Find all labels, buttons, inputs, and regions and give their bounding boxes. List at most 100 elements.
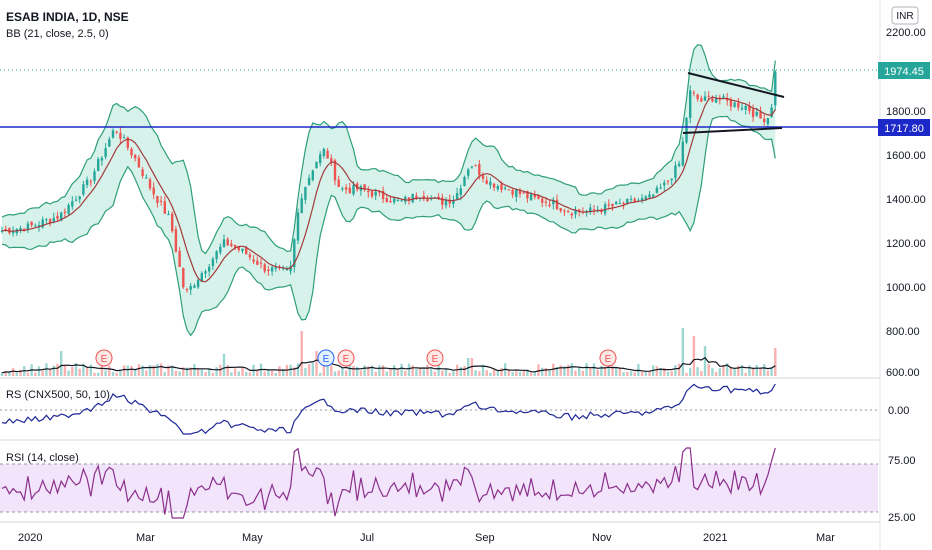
candle-body	[344, 187, 348, 190]
trendline-lower[interactable]	[682, 127, 783, 134]
volume-bar	[703, 346, 707, 376]
candle-body	[63, 211, 67, 213]
candle-body	[740, 107, 744, 110]
candle-body	[41, 219, 44, 228]
indicator-bb-label: BB (21, close, 2.5, 0)	[6, 28, 109, 40]
last-price-tag: 1974.45	[878, 62, 930, 79]
volume-bar	[89, 364, 92, 376]
candle-body	[526, 191, 529, 199]
candle-body	[97, 159, 100, 171]
candle-body	[611, 203, 614, 207]
volume-bar	[570, 363, 573, 376]
volume-bar	[208, 368, 211, 376]
candle-body	[307, 177, 311, 186]
volume-bar	[633, 372, 636, 376]
volume-bar	[326, 363, 329, 376]
volume-bar	[19, 369, 22, 376]
candle-body	[296, 212, 300, 241]
candle-body	[0, 230, 4, 232]
candle-body	[763, 118, 766, 122]
volume-bar	[578, 366, 581, 376]
currency-badge[interactable]: INR	[891, 6, 919, 25]
candle-body	[34, 225, 37, 227]
volume-bar	[337, 370, 340, 376]
candle-body	[152, 187, 155, 195]
earnings-marker[interactable]: E	[599, 349, 617, 367]
earnings-marker[interactable]: E	[426, 349, 444, 367]
candle-body	[326, 150, 329, 159]
candle-body	[615, 201, 618, 205]
volume-bar	[289, 364, 292, 376]
volume-bar	[563, 365, 566, 376]
volume-bar	[282, 370, 285, 376]
volume-bar	[433, 371, 437, 376]
volume-bar	[52, 365, 55, 376]
volume-bar	[396, 370, 400, 376]
volume-bar	[415, 368, 418, 376]
volume-bar	[60, 351, 63, 376]
candle-body	[703, 96, 707, 101]
candle-body	[452, 200, 455, 204]
volume-bar	[766, 370, 770, 376]
volume-bar	[492, 369, 496, 376]
candle-body	[60, 212, 63, 221]
volume-bar	[307, 364, 311, 376]
candle-body	[333, 160, 337, 181]
candle-body	[45, 219, 48, 221]
rsi-panel-title: RSI (14, close)	[6, 452, 79, 464]
volume-bar	[0, 372, 4, 376]
volume-bar	[533, 371, 536, 376]
candle-body	[467, 169, 470, 176]
volume-bar	[278, 366, 281, 376]
candle-body	[666, 180, 670, 182]
volume-bar	[171, 365, 174, 376]
volume-bar	[137, 364, 141, 376]
candle-body	[267, 269, 270, 272]
candle-body	[167, 214, 170, 216]
volume-bar	[148, 364, 152, 376]
price-axis[interactable]: 2200.00 1800.00 1600.00 1400.00 1200.00 …	[886, 27, 926, 379]
candle-body	[485, 180, 488, 184]
candle-body	[751, 109, 755, 117]
candle-body	[478, 164, 481, 176]
volume-bar	[441, 370, 444, 376]
candle-body	[337, 179, 340, 188]
volume-bar	[603, 367, 607, 376]
candle-body	[441, 197, 444, 205]
candle-body	[293, 239, 296, 268]
candle-body	[74, 199, 78, 201]
candle-body	[237, 246, 240, 251]
candle-body	[230, 243, 233, 247]
volume-bar	[611, 365, 614, 376]
candle-body	[396, 199, 400, 201]
volume-bar	[63, 364, 67, 376]
volume-bar	[726, 363, 729, 376]
volume-bar	[233, 368, 237, 376]
volume-bar	[529, 372, 533, 376]
candle-body	[722, 96, 725, 98]
time-tick: Nov	[592, 532, 612, 544]
candle-body	[726, 97, 729, 101]
time-tick: Sep	[475, 532, 495, 544]
volume-bar	[104, 370, 107, 376]
volume-bar	[359, 370, 363, 376]
trendline-upper[interactable]	[687, 72, 785, 98]
time-axis[interactable]: 2020 Mar May Jul Sep Nov 2021 Mar	[18, 532, 835, 544]
candle-body	[185, 289, 189, 291]
volume-bar	[555, 367, 559, 376]
volume-bar	[437, 364, 440, 376]
candle-body	[670, 178, 673, 181]
candle-body	[470, 166, 474, 168]
candle-body	[589, 207, 592, 212]
rs-indicator-line	[1, 383, 776, 435]
volume-bar	[156, 363, 159, 376]
earnings-marker[interactable]: E	[337, 349, 355, 367]
svg-text:1717.80: 1717.80	[884, 123, 924, 135]
volume-bar	[126, 365, 129, 376]
volume-bar	[367, 366, 370, 376]
volume-bar	[111, 371, 115, 376]
earnings-marker[interactable]: E	[317, 349, 335, 367]
earnings-marker[interactable]: E	[95, 349, 113, 367]
volume-bar	[452, 371, 455, 376]
